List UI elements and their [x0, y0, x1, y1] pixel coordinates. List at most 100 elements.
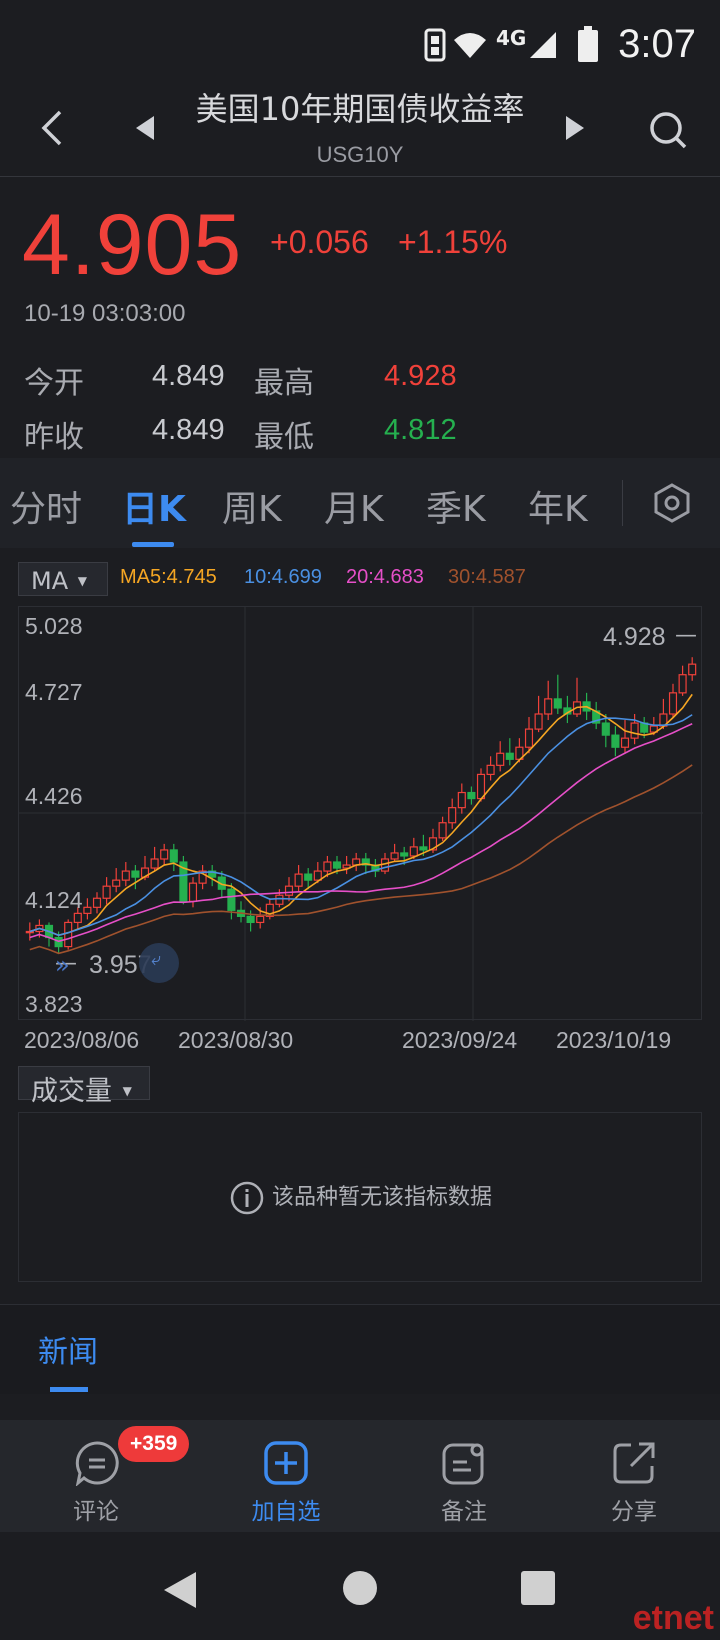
min-price-leader: —	[55, 951, 77, 976]
share-label: 分享	[611, 1499, 657, 1525]
candle-body	[486, 764, 495, 776]
candle-body	[544, 698, 553, 715]
instrument-symbol: USG10Y	[316, 142, 404, 167]
nav-home-icon[interactable]	[342, 1570, 378, 1606]
nav-recents-icon[interactable]	[520, 1570, 556, 1606]
share-icon	[613, 1442, 655, 1484]
add-watchlist-button[interactable]: 加自选	[196, 1420, 376, 1532]
open-value: 4.849	[152, 360, 225, 392]
low-value: 4.812	[384, 414, 457, 446]
candle-body	[457, 791, 466, 809]
candle-body	[438, 822, 447, 839]
prev-close-value: 4.849	[152, 414, 225, 446]
candle-body	[630, 722, 639, 739]
candle-body	[188, 882, 198, 902]
status-bar: 4G 3:07	[0, 0, 720, 92]
wifi-icon	[454, 33, 486, 58]
comment-label: 评论	[73, 1499, 119, 1525]
last-price: 4.905	[22, 197, 243, 293]
candle-body	[284, 885, 294, 896]
candle-body	[668, 692, 678, 715]
candle-body	[179, 861, 188, 902]
reset-icon: ⤶	[151, 949, 162, 970]
chevron-down-icon: ▼	[122, 1084, 132, 1098]
candle-body	[390, 852, 399, 860]
candle-body	[25, 930, 34, 934]
candle-body	[678, 674, 687, 694]
add-watchlist-label: 加自选	[251, 1499, 321, 1525]
comment-icon	[75, 1441, 119, 1486]
indicator-selector[interactable]: MA ▼	[18, 562, 108, 596]
reset-chart-button[interactable]: ⤶	[139, 943, 179, 983]
back-icon[interactable]	[40, 108, 64, 148]
search-icon[interactable]	[648, 110, 688, 150]
candle-body	[496, 752, 505, 766]
y-tick-label: 4.727	[25, 679, 83, 705]
candle-body	[246, 915, 255, 924]
open-label: 今开	[24, 366, 84, 401]
candle-body	[131, 870, 140, 878]
volume-selector[interactable]: 成交量 ▼	[18, 1066, 150, 1107]
tab-quarterly-k[interactable]: 季K	[426, 489, 486, 530]
note-label: 备注	[441, 1499, 487, 1525]
candle-body	[323, 861, 332, 872]
scroll-left-icon[interactable]: »	[55, 951, 70, 979]
ma30-line	[29, 764, 693, 955]
system-nav-bar: etnet	[0, 1532, 720, 1640]
y-tick-label: 5.028	[25, 613, 83, 639]
candle-body	[208, 870, 217, 878]
tab-news[interactable]: 新闻	[38, 1335, 98, 1370]
tab-divider	[622, 480, 623, 526]
bottom-action-bar: 评论 加自选 备注 分享	[0, 1420, 720, 1532]
ma30-legend: 30:4.587	[448, 566, 526, 588]
kline-chart[interactable]: 5.028 4.727 4.426 4.124 3.823 4.928 — — …	[18, 606, 703, 1021]
signal-icon	[530, 32, 556, 58]
candle-body	[400, 852, 409, 857]
low-label: 最低	[254, 420, 314, 455]
candle-body	[419, 846, 428, 851]
chart-settings-icon[interactable]	[652, 482, 692, 524]
tab-intraday[interactable]: 分时	[10, 489, 83, 530]
candle-body	[332, 861, 342, 869]
candle-body	[476, 773, 486, 800]
candle-body	[265, 903, 274, 917]
nav-back-icon[interactable]	[160, 1570, 200, 1610]
candle-body	[92, 897, 102, 908]
candle-body	[83, 906, 92, 914]
prev-instrument-icon[interactable]	[134, 114, 156, 142]
ma10-legend: 10:4.699	[244, 566, 322, 588]
indicator-selector-label: MA	[31, 567, 69, 595]
candle-body	[256, 915, 265, 924]
candle-body	[649, 725, 658, 733]
candle-body	[294, 873, 303, 887]
note-button[interactable]: 备注	[374, 1420, 554, 1532]
candle-body	[169, 849, 178, 863]
tab-yearly-k[interactable]: 年K	[528, 489, 588, 530]
next-instrument-icon[interactable]	[564, 114, 586, 142]
x-tick-label: 2023/08/06	[24, 1027, 140, 1053]
candle-body	[428, 837, 438, 851]
news-section: 新闻	[0, 1304, 720, 1394]
tab-weekly-k[interactable]: 周K	[222, 489, 282, 530]
candle-body	[553, 698, 562, 709]
news-tab-indicator	[50, 1387, 88, 1392]
high-value: 4.928	[384, 360, 457, 392]
tab-active-indicator	[132, 542, 174, 547]
tab-monthly-k[interactable]: 月K	[324, 489, 384, 530]
share-button[interactable]: 分享	[544, 1420, 720, 1532]
x-tick-label: 2023/08/30	[178, 1027, 294, 1053]
ma20-legend: 20:4.683	[346, 566, 424, 588]
data-saver-icon	[424, 28, 446, 62]
comment-button[interactable]: 评论	[6, 1420, 186, 1532]
chevron-down-icon: ▼	[77, 574, 87, 588]
candle-body	[102, 885, 111, 899]
ma20-line	[29, 723, 693, 943]
x-tick-label: 2023/10/19	[556, 1027, 672, 1053]
candle-body	[467, 791, 476, 800]
ma10-line	[29, 714, 693, 937]
tab-daily-k[interactable]: 日K	[122, 489, 186, 530]
candle-body	[121, 870, 130, 881]
candle-body	[304, 873, 313, 881]
kline-svg	[19, 607, 703, 1021]
y-tick-label: 4.426	[25, 783, 83, 809]
